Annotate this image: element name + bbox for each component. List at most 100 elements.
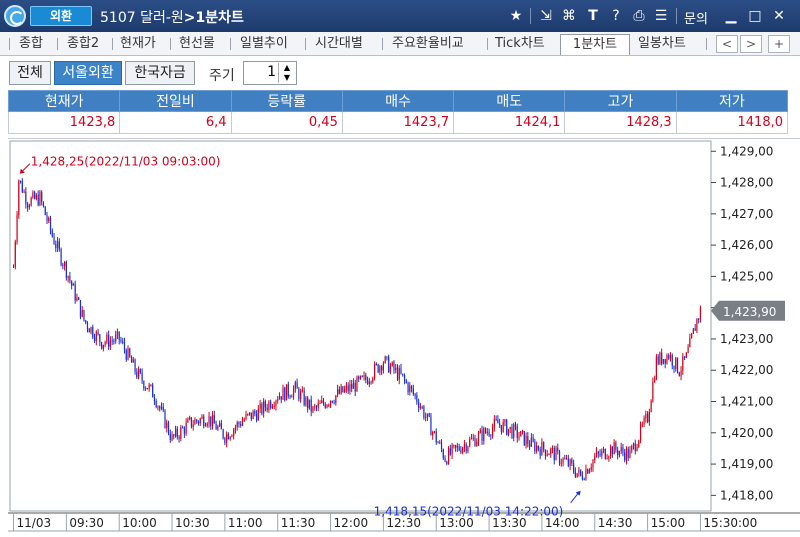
candle-body	[23, 191, 25, 193]
x-tick-label: 15:00	[651, 516, 686, 530]
tab-tick-chart[interactable]: Tick차트	[495, 36, 545, 51]
candle-body	[497, 419, 499, 424]
candle-body	[469, 439, 471, 447]
high-annotation-label: 1,428,25(2022/11/03 09:03:00)	[31, 155, 221, 169]
tab-1min-chart[interactable]: 1분차트	[560, 34, 630, 55]
value-change: 6,4	[119, 111, 232, 134]
period-spin-buttons[interactable]: ▲ ▼	[278, 63, 295, 83]
screen-name: 달러-원	[140, 10, 184, 26]
tab-separator	[487, 38, 488, 50]
price-chart[interactable]: 1,429,00 1,428,00 1,427,00 1,426,00 1,425,00…	[8, 139, 800, 537]
candle-body	[361, 375, 363, 377]
tab-daily-trend[interactable]: 일별추이	[240, 36, 288, 51]
candle-body	[631, 446, 633, 451]
candle-body	[171, 434, 173, 441]
candle-body	[402, 373, 404, 376]
chart-area[interactable]: 1,429,00 1,428,00 1,427,00 1,426,00 1,425,00…	[8, 138, 800, 536]
candle-body	[241, 420, 244, 426]
candle-body	[606, 458, 608, 460]
candle-body	[370, 381, 372, 383]
help-icon[interactable]: ?	[612, 8, 620, 24]
candle-body	[652, 381, 654, 401]
candle-body	[682, 356, 684, 371]
period-stepper[interactable]: 1 ▲ ▼	[243, 61, 297, 85]
tab-prev-button[interactable]: <	[716, 35, 738, 53]
x-tick-label: 11:30	[281, 516, 316, 530]
tab-time-zone[interactable]: 시간대별	[315, 36, 363, 51]
y-tick-label: 1,421,00	[720, 395, 773, 409]
tab-summary2[interactable]: 종합2	[67, 36, 100, 51]
candle-body	[185, 422, 187, 434]
candle-body	[694, 328, 696, 331]
candle-body	[300, 391, 302, 400]
candle-body	[129, 348, 131, 357]
spin-down-icon[interactable]: ▼	[283, 73, 291, 82]
tab-current-price[interactable]: 현재가	[120, 36, 156, 51]
candle-body	[238, 422, 240, 424]
export-icon[interactable]: ⇲	[540, 8, 552, 24]
period-value[interactable]: 1	[267, 64, 276, 80]
candle-body	[359, 375, 362, 379]
candle-body	[291, 396, 293, 398]
tab-summary[interactable]: 종합	[19, 36, 43, 51]
candle-body	[388, 356, 390, 373]
candle-body	[576, 473, 578, 477]
candle-body	[56, 241, 59, 248]
filter-seoul-fx-button[interactable]: 서울외환	[54, 61, 122, 85]
tab-add-button[interactable]: +	[768, 35, 790, 53]
y-tick-label: 1,418,00	[720, 488, 773, 502]
candle-body	[467, 446, 469, 452]
candle-body	[72, 283, 75, 286]
candle-body	[141, 372, 143, 382]
candle-body	[201, 416, 203, 419]
candle-body	[560, 462, 562, 464]
candle-body	[546, 454, 548, 456]
candle-body	[321, 400, 323, 403]
candle-body	[210, 416, 212, 427]
candle-body	[608, 456, 610, 459]
inquiry-button[interactable]: 문의	[684, 12, 708, 27]
tab-next-button[interactable]: >	[740, 35, 762, 53]
x-tick-label: 15:30:00	[703, 516, 757, 530]
candle-body	[305, 397, 307, 406]
tab-major-fx-compare[interactable]: 주요환율비교	[392, 36, 464, 51]
candle-body	[410, 385, 413, 389]
candle-body	[245, 414, 247, 420]
candle-body	[500, 424, 503, 432]
filter-korea-money-button[interactable]: 한국자금	[125, 61, 195, 85]
candle-body	[92, 326, 94, 338]
print-icon[interactable]: ⎙	[633, 8, 645, 24]
list-icon[interactable]: ☰	[654, 8, 668, 24]
text-icon[interactable]: T	[588, 8, 598, 24]
spin-up-icon[interactable]: ▲	[283, 63, 291, 72]
candle-body	[645, 414, 647, 419]
y-tick-label: 1,427,00	[720, 207, 773, 221]
candle-body	[521, 430, 524, 432]
app-name-badge[interactable]: 외환	[30, 6, 92, 26]
candle-body	[301, 390, 303, 392]
candle-body	[440, 442, 443, 450]
candle-body	[530, 437, 532, 447]
candle-body	[580, 469, 582, 476]
candle-body	[14, 241, 16, 267]
candle-body	[257, 408, 259, 421]
tab-spot-futures[interactable]: 현선물	[179, 36, 215, 51]
candle-body	[574, 471, 576, 477]
candle-body	[455, 445, 457, 448]
candle-body	[308, 399, 311, 409]
close-icon[interactable]: ✕	[773, 8, 785, 24]
screen-code: 5107	[100, 10, 136, 26]
candle-body	[657, 356, 659, 364]
maximize-icon[interactable]: □	[748, 8, 762, 24]
tab-daily-chart[interactable]: 일봉차트	[638, 36, 686, 51]
candle-body	[601, 450, 603, 456]
candle-body	[602, 448, 605, 451]
candle-body	[183, 427, 185, 434]
candle-body	[127, 348, 129, 360]
filter-all-button[interactable]: 전체	[9, 61, 51, 85]
candle-body	[349, 384, 351, 392]
x-tick-label: 12:00	[334, 516, 369, 530]
star-icon[interactable]: ★	[509, 8, 523, 24]
minimize-icon[interactable]: ▁	[725, 8, 737, 24]
link-icon[interactable]: ⌘	[562, 8, 576, 24]
